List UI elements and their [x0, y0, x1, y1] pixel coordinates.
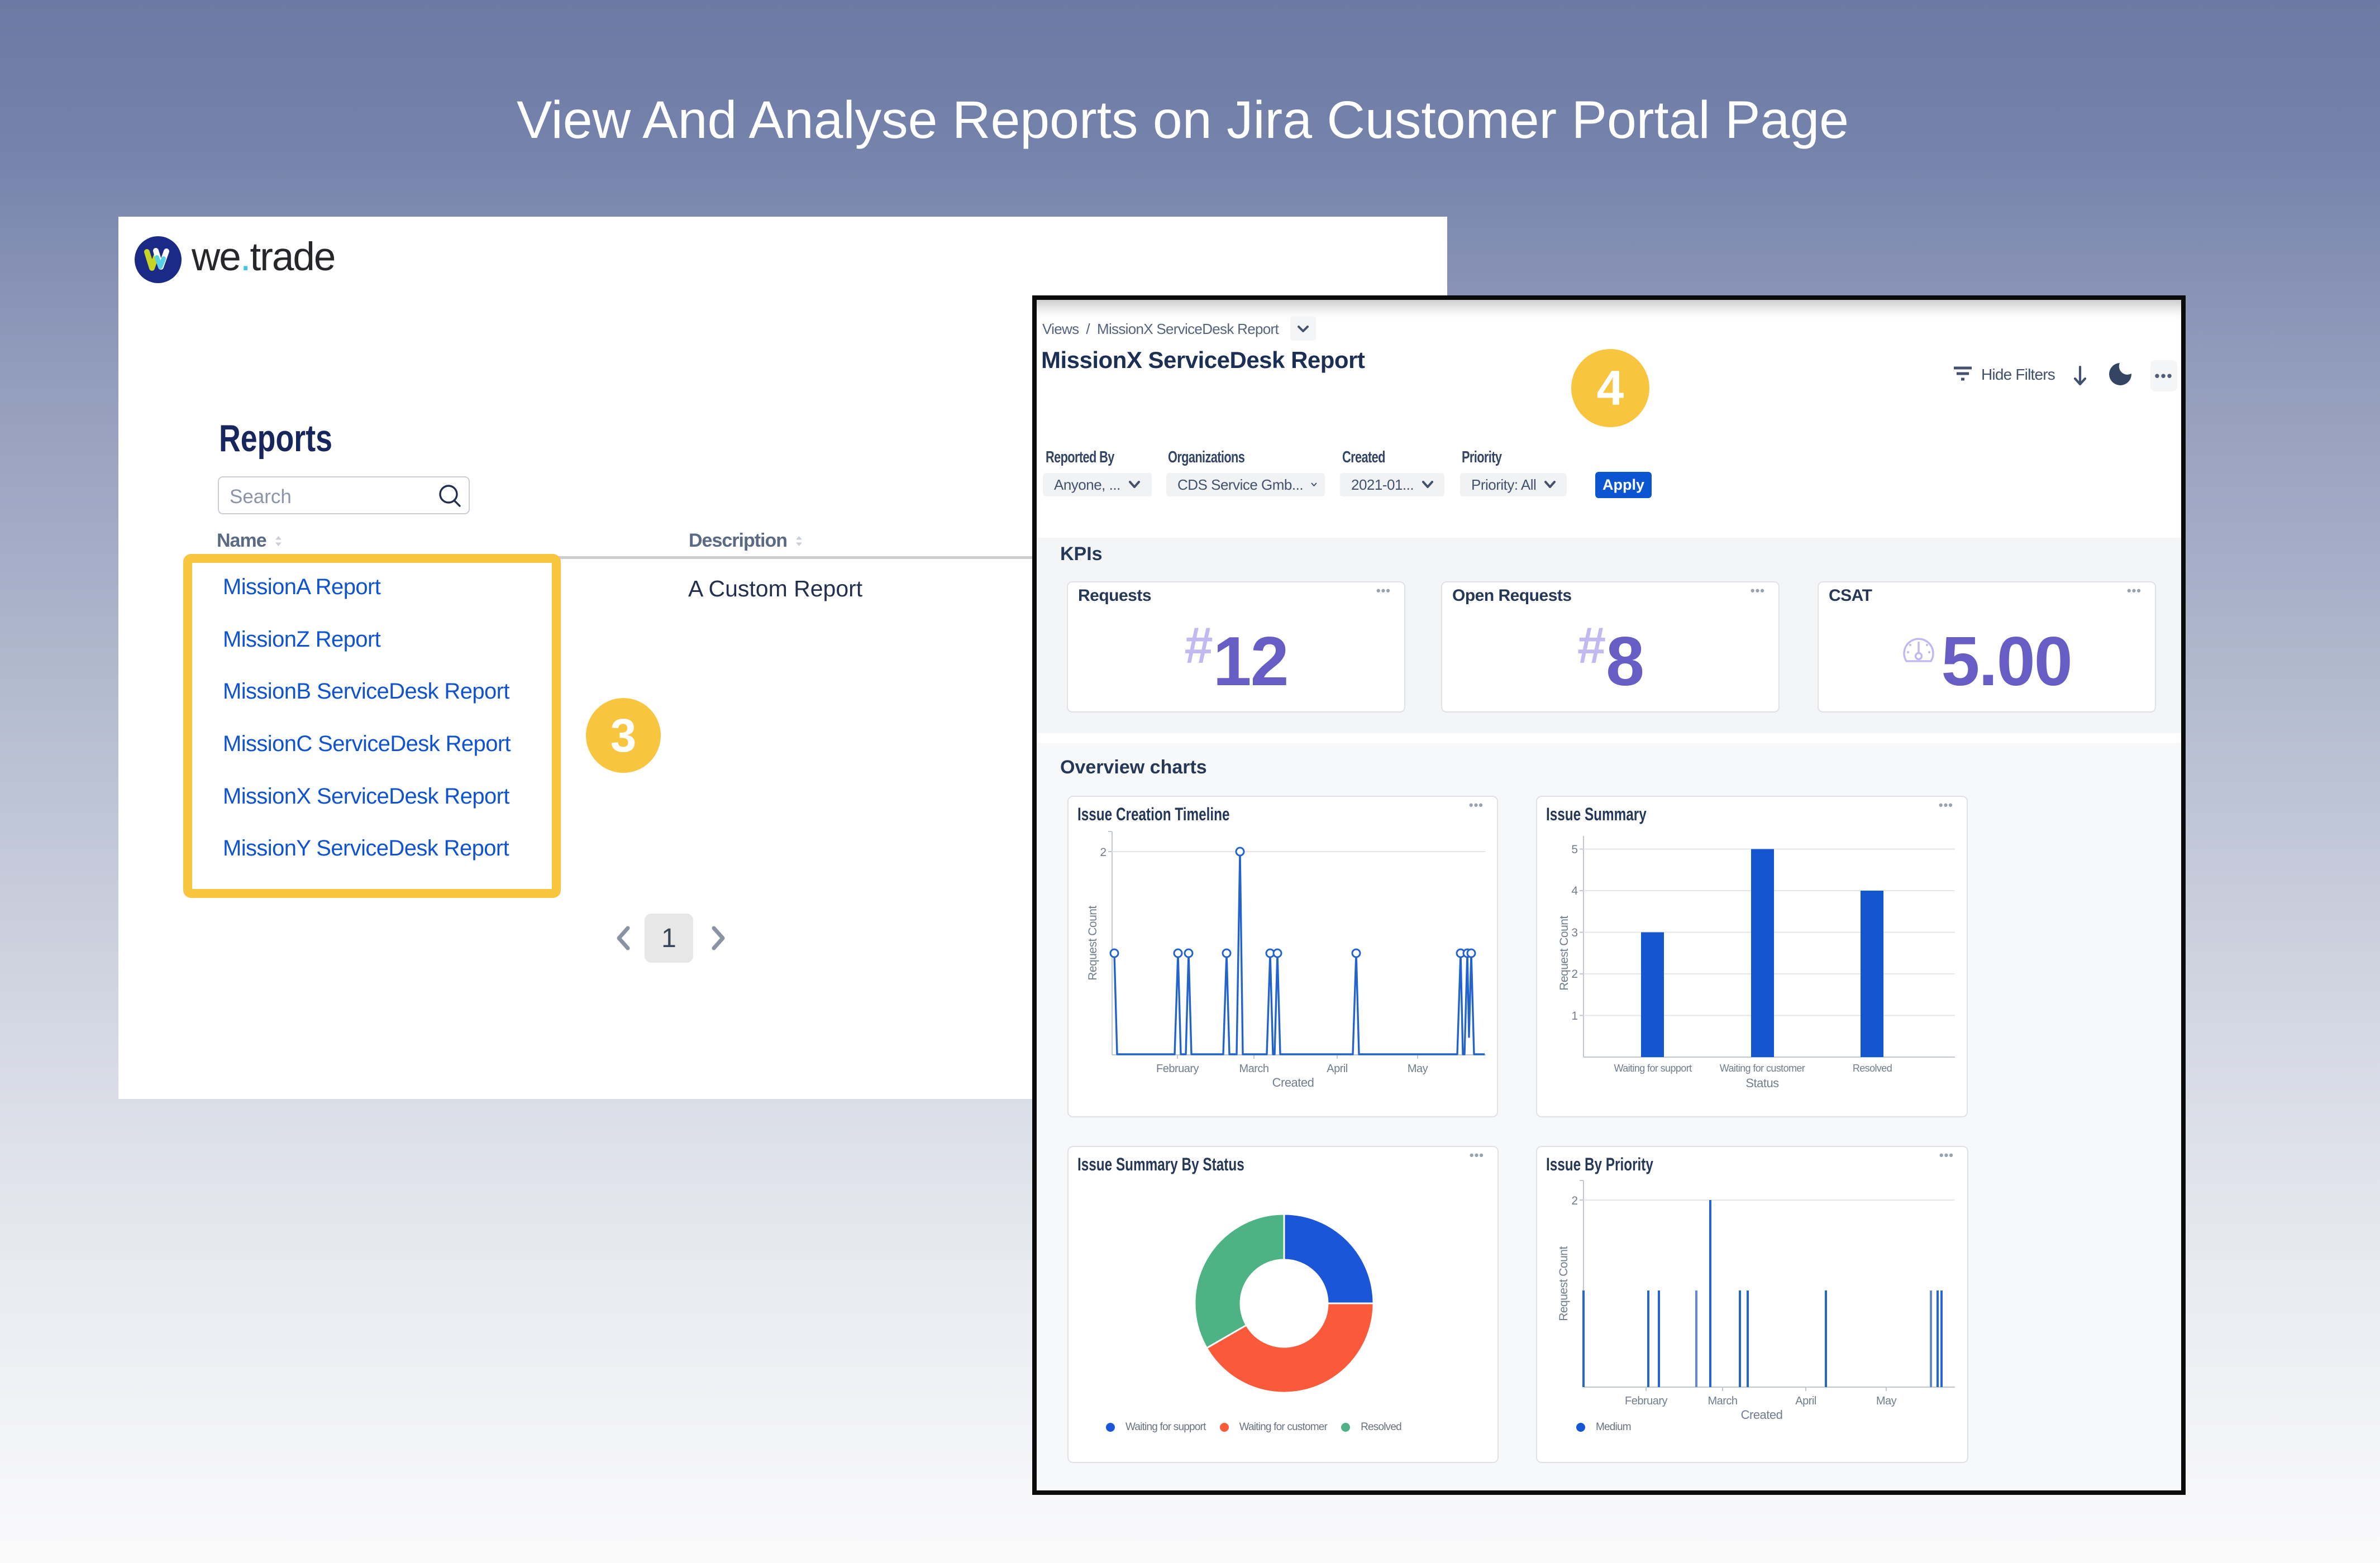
svg-text:Waiting for customer: Waiting for customer: [1720, 1063, 1805, 1074]
svg-text:March: March: [1239, 1063, 1268, 1075]
svg-text:May: May: [1876, 1395, 1897, 1407]
svg-text:1: 1: [1571, 1010, 1578, 1022]
svg-text:Waiting for support: Waiting for support: [1614, 1063, 1692, 1074]
svg-text:4: 4: [1571, 885, 1578, 897]
svg-text:Status: Status: [1745, 1076, 1779, 1090]
svg-text:3: 3: [1571, 926, 1578, 939]
svg-text:Request Count: Request Count: [1557, 1246, 1570, 1321]
svg-text:Request Count: Request Count: [1086, 906, 1099, 981]
svg-text:Created: Created: [1741, 1408, 1783, 1422]
svg-text:Created: Created: [1272, 1076, 1314, 1089]
svg-text:February: February: [1625, 1395, 1668, 1407]
svg-text:2: 2: [1571, 968, 1578, 981]
svg-text:5: 5: [1571, 843, 1578, 856]
svg-text:Request Count: Request Count: [1558, 916, 1571, 991]
svg-text:Resolved: Resolved: [1853, 1063, 1892, 1074]
svg-text:March: March: [1708, 1395, 1737, 1407]
svg-text:2: 2: [1571, 1194, 1578, 1207]
svg-text:April: April: [1795, 1395, 1816, 1407]
svg-text:February: February: [1156, 1063, 1199, 1075]
svg-text:April: April: [1327, 1063, 1348, 1075]
svg-text:May: May: [1408, 1063, 1428, 1075]
svg-text:2: 2: [1100, 846, 1106, 859]
